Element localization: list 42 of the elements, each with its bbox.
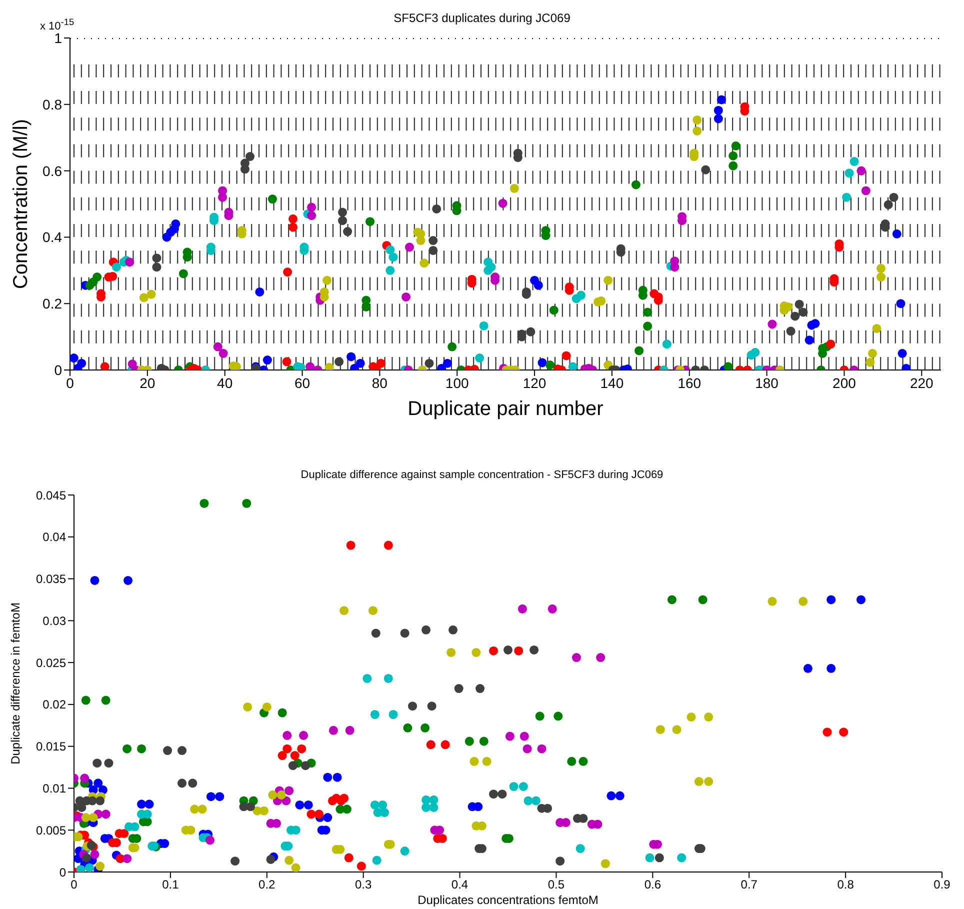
x-tick-label: 180 xyxy=(755,374,779,391)
x-axis-title: Duplicates concentrations femtoM xyxy=(418,893,598,907)
y-axis-title: Concentration (M/l) xyxy=(10,118,32,290)
x-tick-label: 220 xyxy=(910,374,934,391)
x-tick-label: 140 xyxy=(600,374,624,391)
x-tick-label: 160 xyxy=(678,374,702,391)
x-tick-label: 0.1 xyxy=(162,878,180,892)
y-tick-label: 0.025 xyxy=(36,656,66,670)
x-tick-label: 0.6 xyxy=(644,878,662,892)
y-tick-label: 0 xyxy=(54,362,62,378)
x-tick-label: 100 xyxy=(445,374,470,391)
y-tick-label: 0.045 xyxy=(36,488,66,502)
x-tick-label: 0.2 xyxy=(258,878,276,892)
x-tick-label: 0.7 xyxy=(740,878,758,892)
x-axis-title: Duplicate pair number xyxy=(408,398,604,420)
x-tick-label: 20 xyxy=(140,374,156,391)
x-tick-label: 0.8 xyxy=(837,878,854,892)
x-tick-label: 40 xyxy=(217,374,233,391)
y-tick-label: 0.2 xyxy=(42,296,62,312)
y-tick-label: 0.6 xyxy=(42,162,62,179)
x-tick-label: 200 xyxy=(832,374,856,391)
x-tick-label: 60 xyxy=(294,374,310,391)
y-tick-label: 0.04 xyxy=(42,530,66,544)
y-tick-label: 0.01 xyxy=(42,781,66,796)
x-tick-label: 0 xyxy=(70,878,78,892)
y-tick-label: 0.03 xyxy=(42,614,66,628)
x-tick-label: 0.9 xyxy=(934,878,951,892)
y-axis-title: Duplicate difference in femtoM xyxy=(8,602,22,764)
chart-title: Duplicate difference against sample concentration - SF5CF3 during JC069 xyxy=(300,468,664,483)
chart-title: SF5CF3 duplicates during JC069 xyxy=(394,11,570,25)
x-tick-label: 0.5 xyxy=(548,878,565,892)
y-tick-label: 0.035 xyxy=(36,572,66,586)
y-tick-label: 0.02 xyxy=(42,698,66,712)
y-tick-label: 0.4 xyxy=(42,229,62,246)
x-tick-label: 0.4 xyxy=(451,878,468,892)
x-tick-label: 120 xyxy=(522,374,546,391)
x-tick-label: 0.3 xyxy=(354,878,372,892)
y-tick-label: 0.015 xyxy=(36,740,66,754)
y-tick-label: 0.005 xyxy=(36,823,66,838)
y-tick-label: 0.8 xyxy=(42,96,62,112)
y-tick-label: 0 xyxy=(59,865,66,880)
x-tick-label: 80 xyxy=(372,374,388,391)
